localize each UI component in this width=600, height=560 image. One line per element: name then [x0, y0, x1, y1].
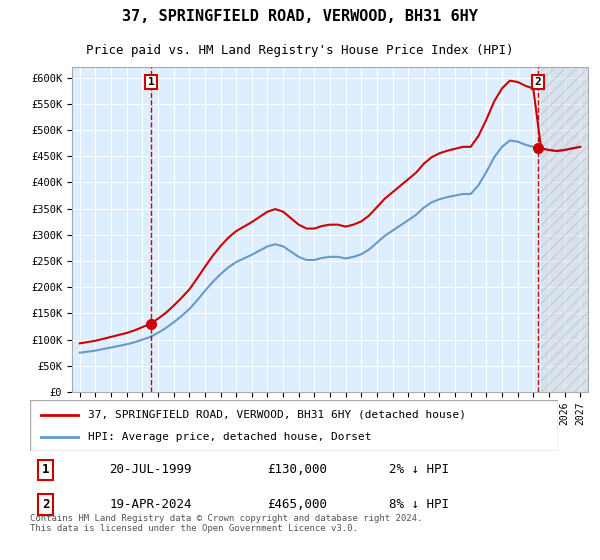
Text: 1: 1 [148, 77, 154, 87]
Text: £130,000: £130,000 [268, 463, 328, 477]
Text: Price paid vs. HM Land Registry's House Price Index (HPI): Price paid vs. HM Land Registry's House … [86, 44, 514, 57]
FancyBboxPatch shape [30, 400, 558, 451]
Text: 20-JUL-1999: 20-JUL-1999 [109, 463, 192, 477]
Text: 2: 2 [535, 77, 541, 87]
Text: 2% ↓ HPI: 2% ↓ HPI [389, 463, 449, 477]
Text: HPI: Average price, detached house, Dorset: HPI: Average price, detached house, Dors… [88, 432, 371, 442]
Bar [541, 67, 588, 392]
Text: £465,000: £465,000 [268, 498, 328, 511]
Text: 37, SPRINGFIELD ROAD, VERWOOD, BH31 6HY: 37, SPRINGFIELD ROAD, VERWOOD, BH31 6HY [122, 10, 478, 24]
Text: 8% ↓ HPI: 8% ↓ HPI [389, 498, 449, 511]
Text: 2: 2 [42, 498, 50, 511]
Text: 19-APR-2024: 19-APR-2024 [109, 498, 192, 511]
Text: 37, SPRINGFIELD ROAD, VERWOOD, BH31 6HY (detached house): 37, SPRINGFIELD ROAD, VERWOOD, BH31 6HY … [88, 409, 466, 419]
Text: 1: 1 [42, 463, 50, 477]
Text: Contains HM Land Registry data © Crown copyright and database right 2024.
This d: Contains HM Land Registry data © Crown c… [30, 514, 422, 533]
